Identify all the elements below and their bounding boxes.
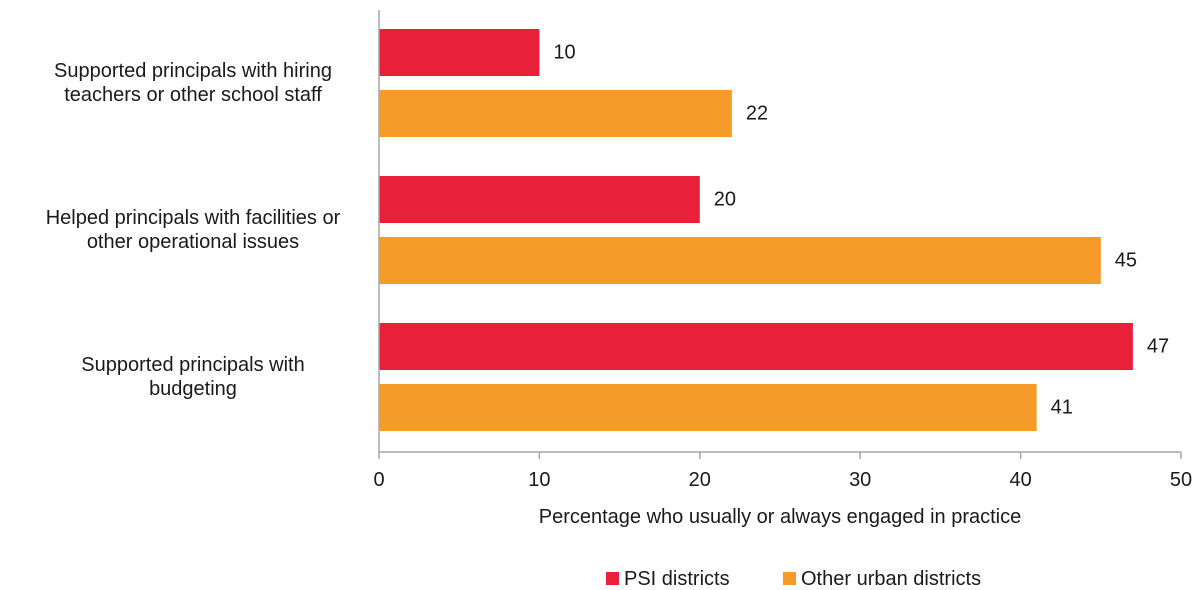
category-label: budgeting xyxy=(149,378,237,400)
bar-other-urban-1 xyxy=(379,237,1101,284)
bar-psi-1 xyxy=(379,176,700,223)
x-tick-label: 30 xyxy=(849,469,871,491)
data-label: 10 xyxy=(553,42,575,64)
category-label: Supported principals with xyxy=(81,354,304,376)
legend: PSI districts Other urban districts xyxy=(606,568,981,590)
bar-other-urban-2 xyxy=(379,384,1037,431)
axes-layer xyxy=(378,10,1182,459)
bars-layer xyxy=(379,29,1133,431)
category-label: other operational issues xyxy=(87,231,299,253)
x-tick-label: 40 xyxy=(1009,469,1031,491)
data-label: 47 xyxy=(1147,336,1169,358)
x-tick-label: 0 xyxy=(373,469,384,491)
data-label: 41 xyxy=(1051,397,1073,419)
category-label: Supported principals with hiring xyxy=(54,60,332,82)
bar-other-urban-0 xyxy=(379,90,732,137)
category-label: Helped principals with facilities or xyxy=(46,207,341,229)
legend-swatch-other-urban xyxy=(783,572,796,585)
labels-layer: 10 22 Supported principals with hiringteac… xyxy=(46,42,1192,529)
bar-psi-0 xyxy=(379,29,540,76)
data-label: 20 xyxy=(714,189,736,211)
category-label: teachers or other school staff xyxy=(64,84,322,106)
x-tick-label: 20 xyxy=(689,469,711,491)
legend-label: Other urban districts xyxy=(801,568,981,590)
data-label: 45 xyxy=(1115,250,1137,272)
bar-psi-2 xyxy=(379,323,1133,370)
x-tick-label: 50 xyxy=(1170,469,1192,491)
data-label: 22 xyxy=(746,103,768,125)
x-axis-title: Percentage who usually or always engaged… xyxy=(539,506,1022,528)
legend-swatch-psi xyxy=(606,572,619,585)
x-tick-label: 10 xyxy=(528,469,550,491)
legend-label: PSI districts xyxy=(624,568,730,590)
